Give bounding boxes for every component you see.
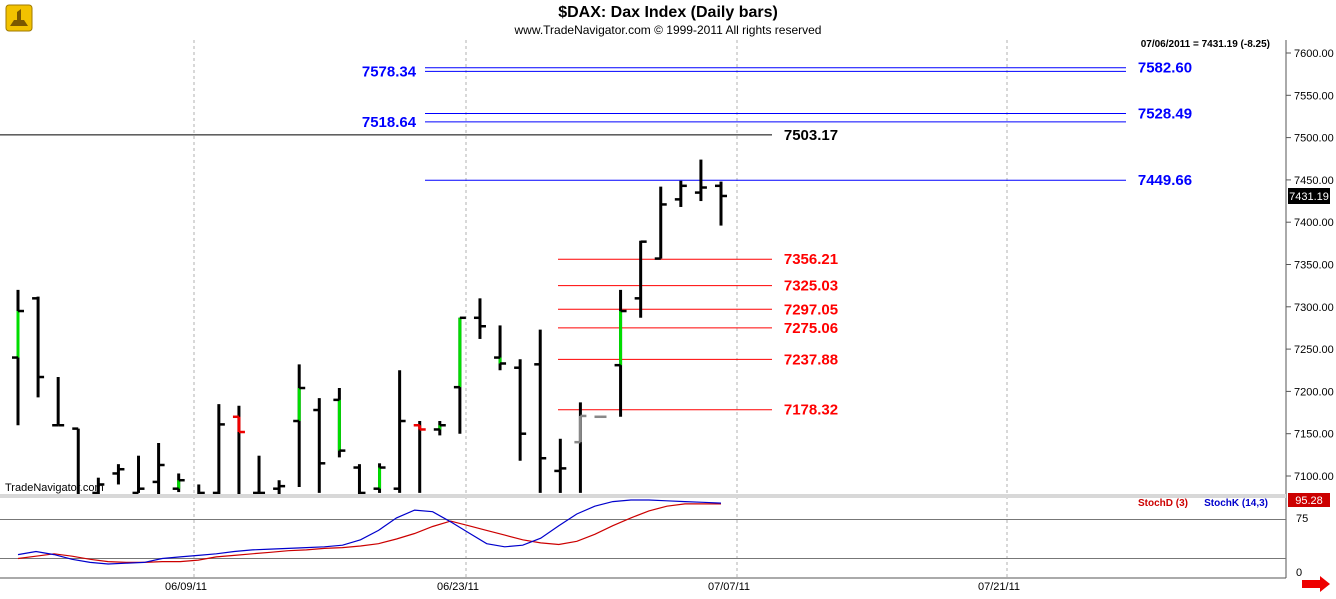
- date-label: 06/23/11: [437, 581, 479, 593]
- price-level-label: 7449.66: [1138, 172, 1192, 189]
- chart-subtitle: www.TradeNavigator.com © 1999-2011 All r…: [514, 23, 822, 37]
- ohlc-bar: [494, 325, 507, 371]
- ohlc-bar: [52, 377, 65, 427]
- last-price-marker: 7431.19: [1288, 188, 1330, 204]
- ohlc-bar: [373, 463, 386, 493]
- status-readout: 07/06/2011 = 7431.19 (-8.25): [1141, 39, 1270, 50]
- ohlc-bar: [554, 438, 567, 493]
- ohlc-bar: [12, 289, 24, 426]
- price-level-label: 7503.17: [784, 127, 838, 144]
- ohlc-bar: [333, 388, 346, 458]
- last-price-label: 7431.19: [1289, 191, 1329, 203]
- ohlc-bar: [132, 455, 145, 495]
- stochastic-panel: [0, 499, 1286, 565]
- ohlc-bar: [273, 480, 286, 494]
- price-tick-label: 7200.00: [1294, 386, 1334, 398]
- ohlc-bar: [32, 296, 45, 398]
- price-level-label: 7578.34: [362, 63, 417, 80]
- ohlc-bar: [232, 405, 245, 494]
- ohlc-bar: [197, 484, 205, 495]
- ohlc-bar: [353, 464, 366, 495]
- ohlc-bar: [293, 364, 306, 487]
- ohlc-bar: [654, 186, 667, 260]
- ohlc-bar: [393, 370, 406, 493]
- stochk-line: [17, 499, 722, 565]
- ohlc-bar: [453, 316, 466, 434]
- ohlc-bar: [514, 359, 527, 461]
- ohlc-bar: [614, 289, 627, 417]
- ohlc-bar: [674, 180, 687, 207]
- ohlc-bar: [473, 298, 486, 339]
- ohlc-bar: [574, 402, 587, 493]
- price-tick-label: 7450.00: [1294, 175, 1334, 187]
- ohlc-bar: [212, 404, 225, 495]
- date-label: 07/07/11: [708, 581, 750, 593]
- price-tick-label: 7600.00: [1294, 48, 1334, 60]
- price-level-label: 7325.03: [784, 278, 838, 295]
- date-label: 06/09/11: [165, 581, 207, 593]
- price-tick-label: 7300.00: [1294, 302, 1334, 314]
- ohlc-bar: [253, 455, 266, 495]
- panel-separator[interactable]: [0, 494, 1286, 498]
- watermark-text: TradeNavigator.com: [5, 482, 104, 494]
- price-level-label: 7528.49: [1138, 105, 1192, 122]
- ohlc-bar: [92, 477, 105, 495]
- ohlc-bar: [152, 443, 165, 494]
- price-tick-label: 7150.00: [1294, 429, 1334, 441]
- price-level-label: 7356.21: [784, 251, 838, 268]
- price-level-label: 7582.60: [1138, 60, 1192, 77]
- price-level-label: 7518.64: [362, 114, 417, 131]
- date-axis-labels: 06/09/11 06/23/11 07/07/11 07/21/11: [165, 581, 1020, 593]
- price-tick-label: 7400.00: [1294, 217, 1334, 229]
- legend-stochd: StochD (3): [1138, 498, 1188, 509]
- stoch-last-marker: 95.28: [1288, 493, 1330, 507]
- price-axis-ticks: 7100.00 7150.00 7200.00 7250.00 7300.00 7350.…: [1286, 48, 1334, 483]
- chart-title: $DAX: Dax Index (Daily bars): [558, 4, 778, 21]
- price-levels: 7582.60 7578.34 7528.49 7518.64 7503.17 7449.…: [0, 60, 1192, 419]
- logo-icon: [5, 4, 33, 32]
- ohlc-bar: [112, 464, 125, 485]
- legend-stochk: StochK (14,3): [1204, 498, 1268, 509]
- price-level-label: 7275.06: [784, 320, 838, 337]
- stoch-tick-0: 0: [1296, 567, 1302, 579]
- stoch-last-label: 95.28: [1295, 495, 1323, 507]
- price-tick-label: 7250.00: [1294, 344, 1334, 356]
- ohlc-bar: [634, 240, 647, 318]
- ohlc-bar: [313, 398, 326, 493]
- ohlc-bar: [694, 159, 707, 202]
- scroll-right-arrow-icon[interactable]: [1302, 576, 1330, 592]
- price-bars: [12, 159, 727, 495]
- price-tick-label: 7350.00: [1294, 260, 1334, 272]
- price-tick-label: 7500.00: [1294, 133, 1334, 145]
- ohlc-bar: [413, 421, 426, 493]
- ohlc-bar: [172, 473, 185, 493]
- ohlc-bar: [433, 421, 446, 436]
- price-tick-label: 7550.00: [1294, 90, 1334, 102]
- ohlc-bar: [72, 427, 80, 494]
- date-label: 07/21/11: [978, 581, 1020, 593]
- price-level-label: 7237.88: [784, 351, 838, 368]
- stoch-tick-75: 75: [1296, 513, 1308, 525]
- price-level-label: 7297.05: [784, 301, 838, 318]
- price-tick-label: 7100.00: [1294, 471, 1334, 483]
- ohlc-bar: [534, 329, 547, 493]
- ohlc-bar: [715, 181, 727, 226]
- price-level-label: 7178.32: [784, 402, 838, 419]
